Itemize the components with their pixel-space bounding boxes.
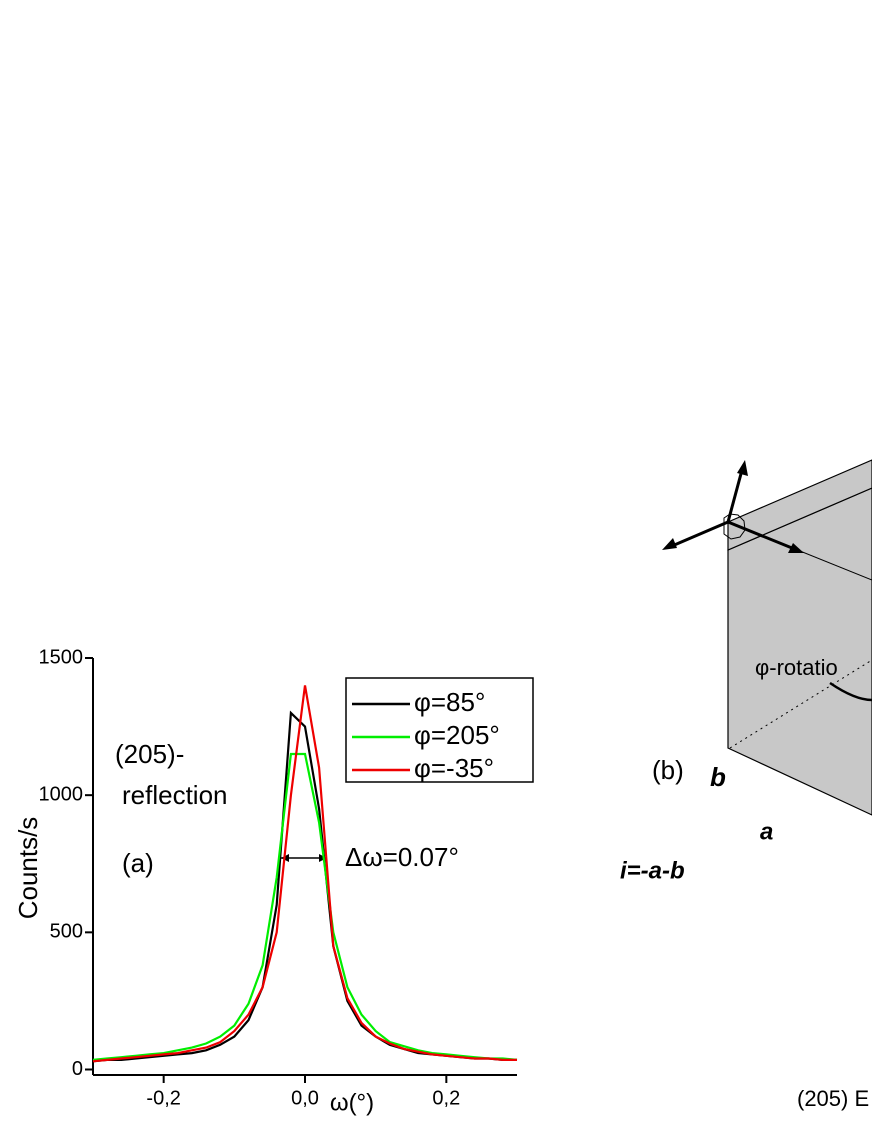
arrow-head: [788, 543, 804, 553]
y-tick-label: 1500: [39, 646, 84, 668]
y-tick-label: 1000: [39, 783, 84, 805]
annotation: Δω=0.07°: [345, 842, 459, 872]
rotation-arrow: [829, 681, 872, 702]
axis-label: a: [760, 818, 773, 845]
legend-label: φ=205°: [414, 720, 500, 750]
legend-label: φ=-35°: [414, 753, 494, 783]
legend-box: [345, 677, 534, 783]
legend-label: φ=85°: [414, 687, 485, 717]
arrow-i: [671, 520, 729, 548]
plot-area: 0 500 1000 1500 -0,2 0,0 0,2 φ=85°φ=205°φ=-35°: [39, 646, 518, 1109]
arrow-head: [737, 460, 748, 476]
annotation: (205)-: [115, 739, 184, 769]
arrow-a: [727, 520, 793, 550]
series-line: [92, 685, 517, 1063]
x-tick-label: 0,2: [432, 1087, 460, 1109]
y-axis-label: Counts/s: [13, 817, 43, 920]
arrow-head: [662, 538, 677, 550]
annotation: (a): [122, 848, 154, 878]
caption: (205) E: [797, 1086, 869, 1111]
annotation: reflection: [122, 780, 228, 810]
x-axis-label: ω(°): [330, 1089, 374, 1116]
y-tick-label: 500: [50, 921, 83, 943]
crystal-top: [727, 459, 872, 551]
fwhm-arrow: [281, 854, 327, 862]
axis-label: b: [710, 762, 726, 792]
x-tick-label: 0,0: [291, 1087, 319, 1109]
diagram: φ-rotatio (b) b a i=-a-b (205) E: [620, 459, 872, 1111]
panel-label: (b): [652, 755, 684, 785]
y-tick-label: 0: [72, 1058, 83, 1080]
rotation-label: φ-rotatio: [755, 655, 838, 680]
dotted-line: [729, 659, 872, 749]
x-tick-label: -0,2: [146, 1087, 180, 1109]
arrow-b: [726, 469, 744, 523]
axis-label: i=-a-b: [620, 857, 685, 884]
series-line: [92, 752, 518, 1061]
